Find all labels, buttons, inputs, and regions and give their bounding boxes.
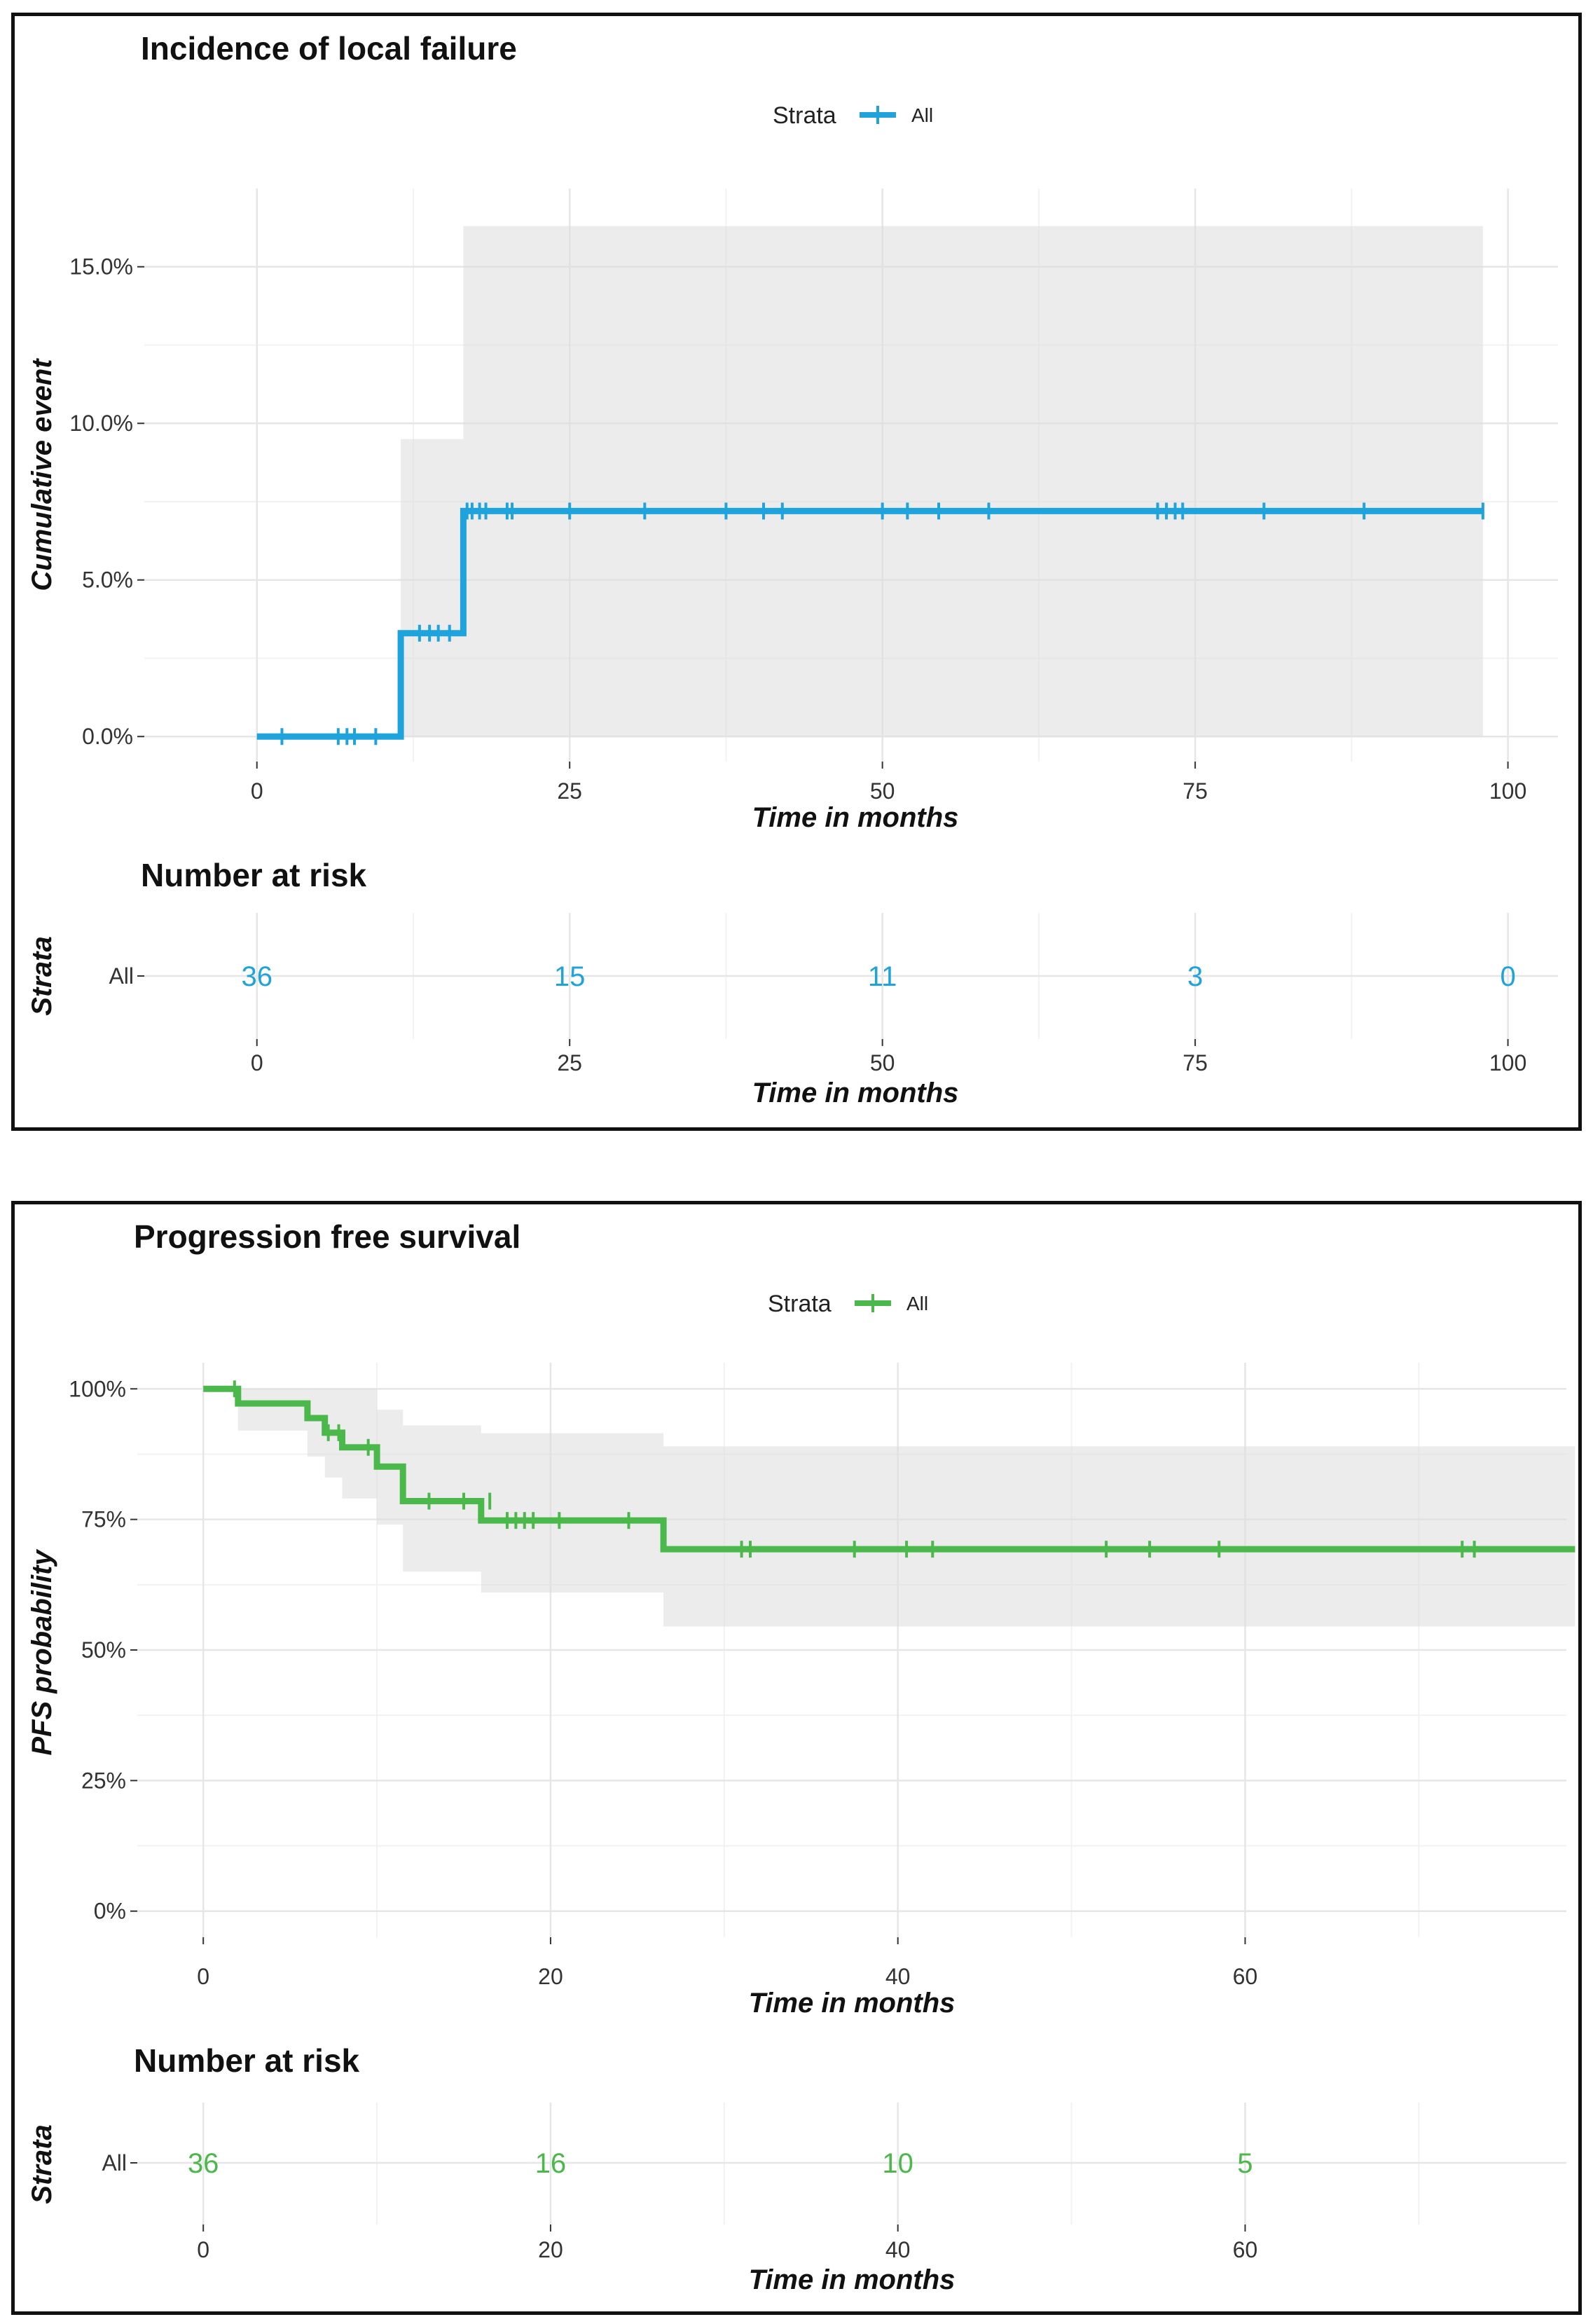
risk-counts: 36 16 10 5 [188,2148,1253,2179]
risk-table-title: Number at risk [141,857,367,893]
legend-entry: All [906,1293,928,1314]
risk-x-tick-label: 0 [251,1050,263,1075]
x-tick-label: 50 [870,778,895,804]
risk-x-tick-label: 25 [557,1050,582,1075]
risk-count: 0 [1500,961,1515,992]
y-tick-label: 50% [81,1637,126,1663]
risk-table-grid [137,2103,1566,2225]
chart-title: Progression free survival [134,1218,520,1255]
x-axis-label: Time in months [749,1988,956,2019]
legend-title: Strata [773,102,836,129]
risk-count: 11 [868,961,897,992]
y-axis-ticks: 0.0% 5.0% 10.0% 15.0% [69,254,144,749]
risk-x-axis-label: Time in months [749,2264,956,2295]
x-tick-label: 40 [885,1964,911,1989]
pfs-chart: 0% 25% 50% 75% 100% 0 20 40 60 Progression free… [27,1218,1575,2295]
risk-count: 10 [882,2148,913,2179]
y-tick-label: 5.0% [82,568,133,593]
censor-marks [280,502,1484,745]
ci-band-segment [463,226,1483,737]
risk-counts: 36 15 11 3 0 [241,961,1515,992]
y-axis-ticks: 0% 25% 50% 75% 100% [69,1376,137,1924]
risk-x-tick-label: 20 [538,2237,563,2262]
risk-x-ticks: 0 25 50 75 100 [251,1039,1526,1075]
legend: Strata All [773,102,933,129]
y-tick-label: 0% [94,1899,126,1924]
y-tick-label: 100% [69,1376,126,1401]
risk-x-tick-label: 50 [870,1050,895,1075]
legend: Strata All [768,1291,928,1317]
chart-title: Incidence of local failure [141,30,517,67]
x-tick-label: 25 [557,778,582,804]
risk-table-y-label: Strata [27,936,57,1015]
ci-band-segment [342,1389,378,1499]
risk-count: 15 [554,961,586,992]
risk-x-tick-label: 60 [1233,2237,1258,2262]
local-failure-chart: 0.0% 5.0% 10.0% 15.0% 0 25 50 75 100 Incidence … [27,30,1558,1108]
x-tick-label: 0 [251,778,263,804]
risk-x-tick-label: 75 [1182,1050,1208,1075]
risk-table-grid [144,913,1558,1039]
x-tick-label: 100 [1489,778,1526,804]
x-axis-ticks: 0 20 40 60 [197,1937,1257,1989]
censor-marks [233,1380,1476,1558]
x-tick-label: 0 [197,1964,209,1989]
y-tick-label: 0.0% [82,724,133,749]
risk-count: 5 [1237,2148,1253,2179]
ci-band-segment [237,1389,308,1431]
risk-table-y-label: Strata [27,2124,57,2203]
ci-band-segment [663,1446,1575,1627]
pfs-panel: 0% 25% 50% 75% 100% 0 20 40 60 Progression free… [11,1201,1582,2315]
risk-table-title: Number at risk [134,2042,360,2079]
risk-count: 36 [188,2148,219,2179]
risk-row-label: All [102,2150,127,2175]
risk-x-tick-label: 100 [1489,1050,1526,1075]
x-axis-ticks: 0 25 50 75 100 [251,762,1526,804]
x-tick-label: 75 [1182,778,1208,804]
local-failure-panel: 0.0% 5.0% 10.0% 15.0% 0 25 50 75 100 Incidence … [11,13,1582,1131]
confidence-band [401,226,1483,737]
legend-entry: All [911,104,933,126]
x-tick-label: 20 [538,1964,563,1989]
confidence-band [237,1389,1575,1627]
x-axis-label: Time in months [752,802,959,833]
y-tick-label: 15.0% [69,254,133,280]
risk-count: 3 [1187,961,1203,992]
risk-x-ticks: 0 20 40 60 [197,2225,1257,2262]
legend-title: Strata [768,1291,832,1317]
y-tick-label: 10.0% [69,411,133,436]
pfs-survival-line [203,1385,1575,1553]
y-tick-label: 75% [81,1507,126,1532]
y-axis-label: PFS probability [27,1549,57,1756]
risk-row-label: All [109,963,134,989]
ci-band-segment [481,1433,664,1593]
y-tick-label: 25% [81,1768,126,1793]
risk-count: 16 [535,2148,567,2179]
risk-x-tick-label: 0 [197,2237,209,2262]
ci-band-segment [401,439,464,737]
x-tick-label: 60 [1233,1964,1258,1989]
risk-x-tick-label: 40 [885,2237,911,2262]
risk-x-axis-label: Time in months [752,1078,959,1108]
risk-count: 36 [241,961,273,992]
y-axis-label: Cumulative event [27,358,57,591]
